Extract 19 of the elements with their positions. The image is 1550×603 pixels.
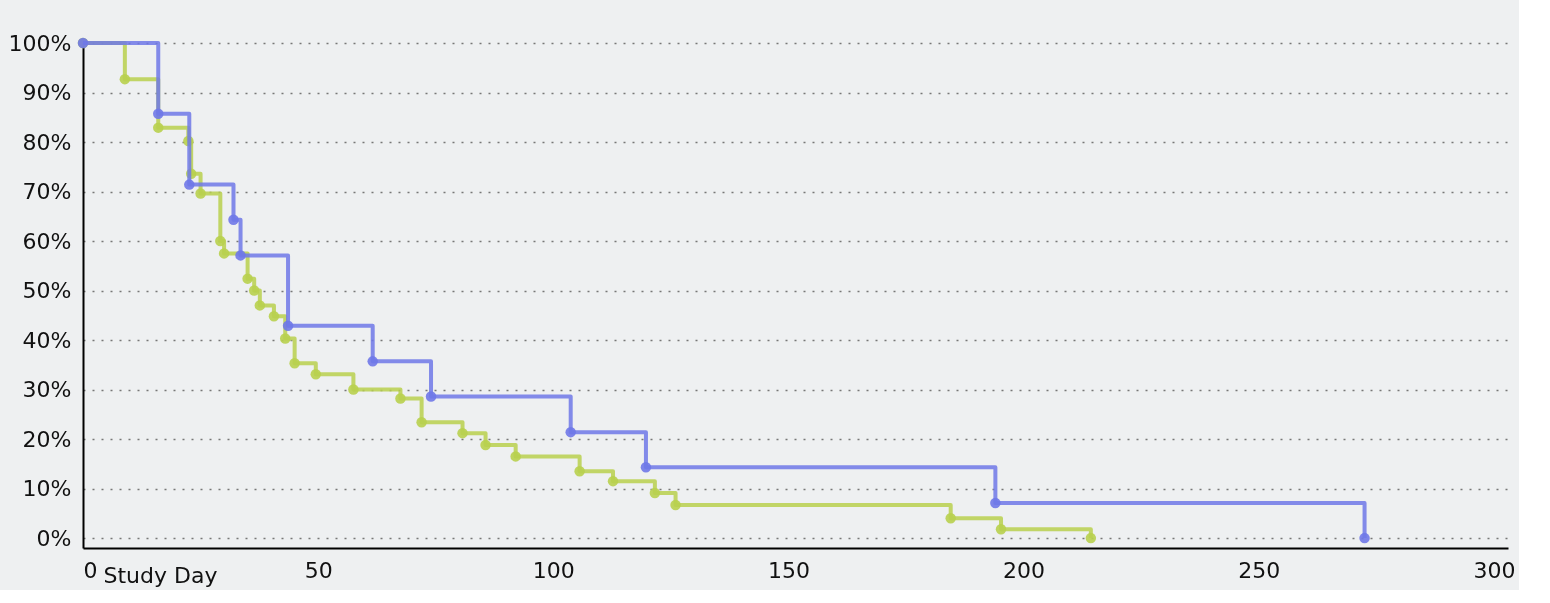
- y-tick-label: 90%: [22, 80, 72, 106]
- x-axis-title: Study Day: [103, 562, 218, 588]
- y-tick-label: 50%: [22, 278, 72, 304]
- y-tick-label: 40%: [22, 327, 72, 353]
- y-tick-label: 60%: [22, 228, 72, 254]
- x-tick-label: 250: [1238, 557, 1281, 583]
- y-tick-label: 70%: [22, 179, 72, 205]
- y-tick-label: 10%: [22, 476, 72, 502]
- y-tick-label: 0%: [36, 525, 72, 551]
- x-tick-label: 50: [304, 557, 333, 583]
- x-tick-label: 100: [532, 557, 575, 583]
- x-tick-label: 0: [83, 557, 98, 583]
- x-tick-label: 300: [1473, 557, 1516, 583]
- y-tick-label: 30%: [22, 377, 72, 403]
- y-tick-label: 20%: [22, 426, 72, 452]
- y-tick-label: 80%: [22, 129, 72, 155]
- x-tick-label: 150: [767, 557, 810, 583]
- x-tick-label: 200: [1003, 557, 1046, 583]
- y-tick-label: 100%: [8, 30, 72, 56]
